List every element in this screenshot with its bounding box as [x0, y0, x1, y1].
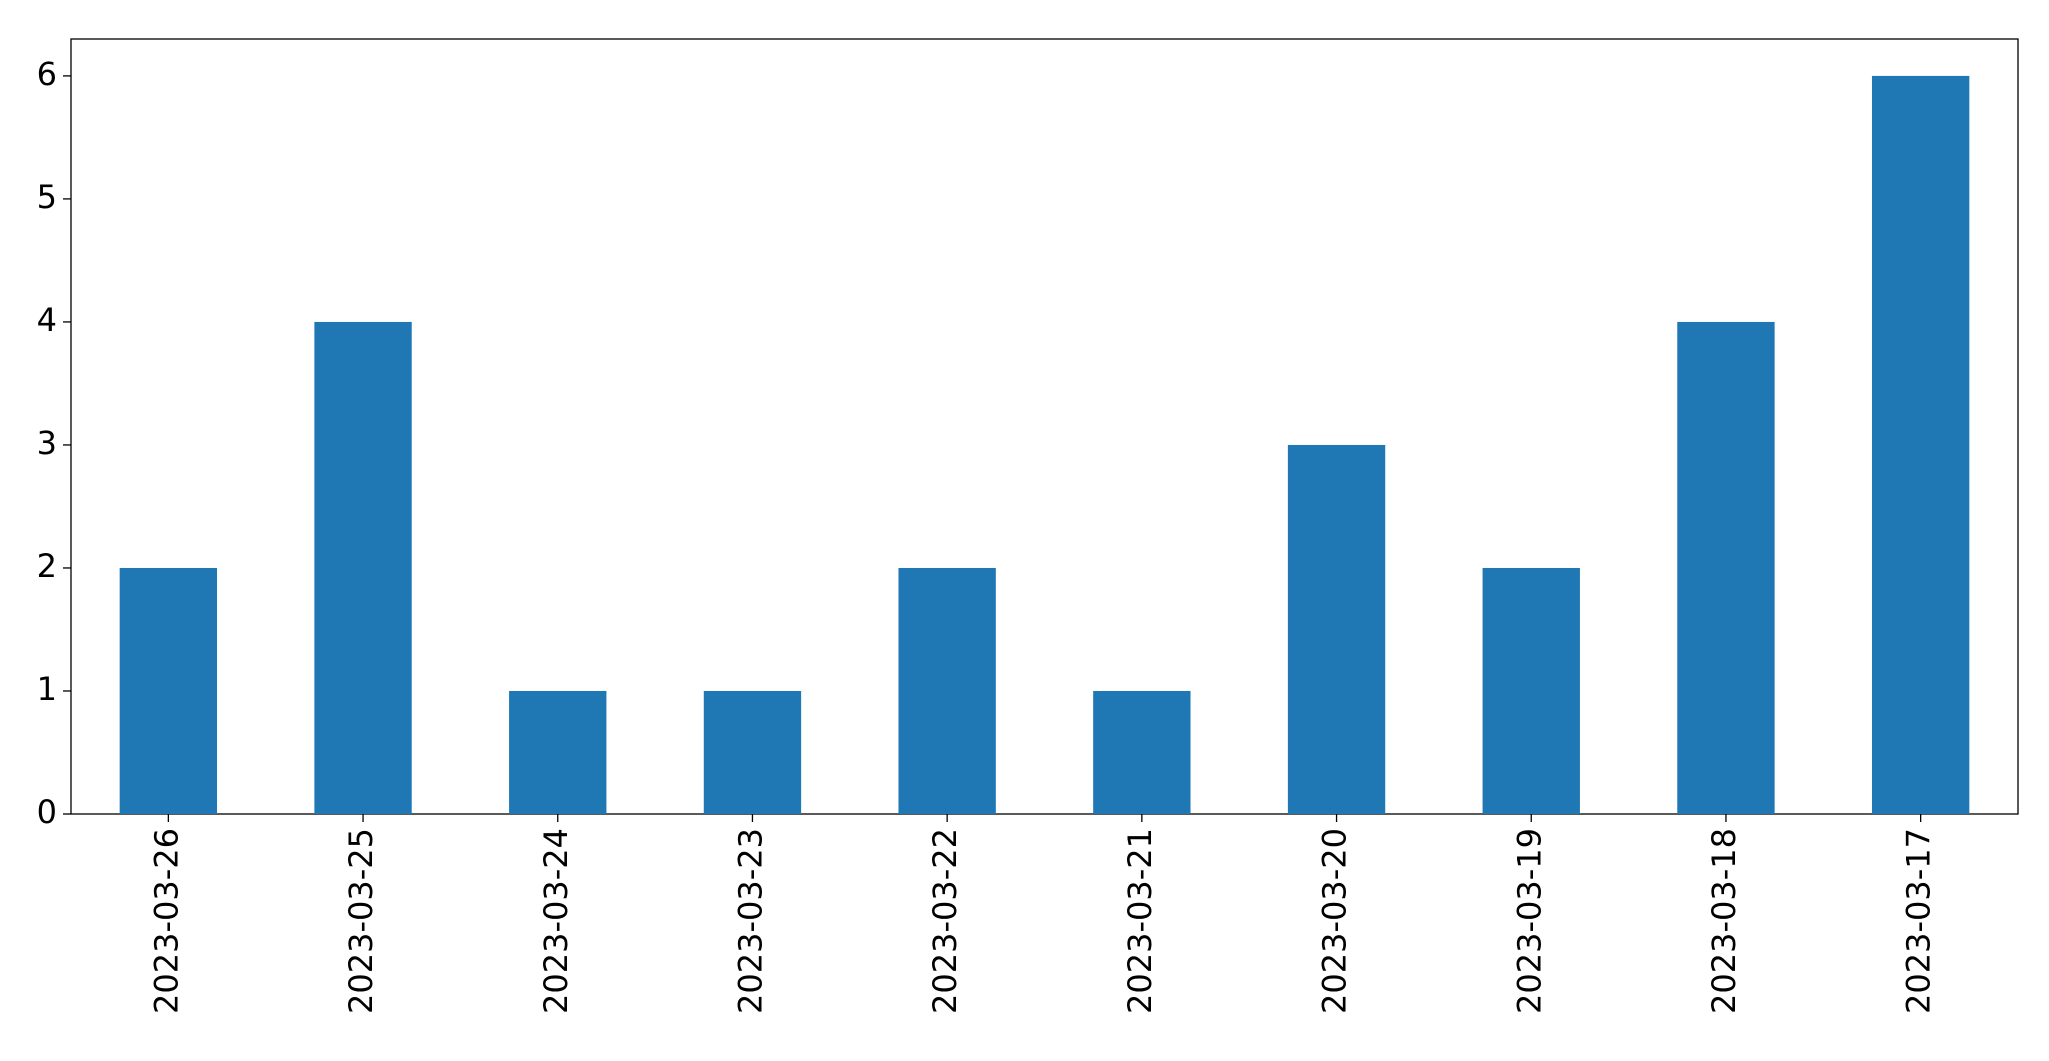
x-tick-label: 2023-03-17	[1900, 828, 1938, 1014]
bar	[509, 690, 607, 814]
y-tick-label: 4	[37, 301, 57, 339]
y-tick-label: 5	[37, 178, 57, 216]
x-tick-label: 2023-03-23	[731, 828, 769, 1014]
x-tick-label: 2023-03-20	[1316, 828, 1354, 1014]
x-tick-label: 2023-03-22	[926, 828, 964, 1014]
x-tick-label: 2023-03-26	[147, 828, 185, 1014]
plot-frame	[70, 38, 2019, 815]
y-tick-label: 0	[37, 793, 57, 831]
bar	[703, 690, 802, 814]
bar	[1093, 690, 1191, 814]
x-tick-label: 2023-03-24	[537, 828, 575, 1014]
bar	[1287, 444, 1386, 814]
x-tick-label: 2023-03-18	[1705, 828, 1743, 1014]
bar	[314, 321, 412, 814]
bar	[898, 567, 996, 814]
y-tick-label: 1	[37, 670, 57, 708]
x-tick-label: 2023-03-25	[342, 828, 380, 1014]
bar	[1677, 321, 1775, 814]
x-tick-label: 2023-03-19	[1510, 828, 1548, 1014]
bar	[1871, 75, 1970, 814]
y-tick-label: 6	[37, 55, 57, 93]
bar	[1482, 567, 1580, 814]
x-tick-label: 2023-03-21	[1121, 828, 1159, 1014]
y-tick-label: 2	[37, 547, 57, 585]
bar	[119, 567, 218, 814]
y-tick-label: 3	[37, 424, 57, 462]
